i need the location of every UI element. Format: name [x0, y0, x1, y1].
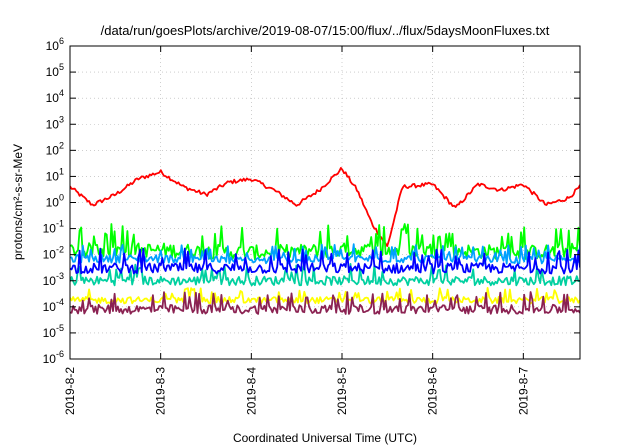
- x-tick-label: 2019-8-2: [63, 367, 77, 415]
- x-tick-label: 2019-8-3: [154, 367, 168, 415]
- x-axis: 2019-8-2 2019-8-3 2019-8-4 2019-8-5 2019-8-6…: [63, 46, 530, 415]
- series-line: [70, 286, 580, 305]
- y-tick-label: 10-3: [43, 271, 64, 288]
- series-line: [70, 262, 580, 287]
- y-tick-label: 10-6: [43, 349, 64, 366]
- y-tick-label: 100: [46, 193, 64, 210]
- series-line: [70, 166, 580, 248]
- x-tick-label: 2019-8-7: [516, 367, 530, 415]
- y-tick-label: 104: [46, 88, 64, 105]
- series-line: [70, 223, 580, 261]
- series-line: [70, 243, 580, 265]
- y-tick-label: 10-5: [43, 323, 64, 340]
- chart-title: /data/run/goesPlots/archive/2019-08-07/1…: [101, 23, 550, 38]
- x-axis-label: Coordinated Universal Time (UTC): [233, 431, 417, 445]
- y-tick-label: 102: [46, 140, 64, 157]
- y-tick-label: 10-4: [43, 297, 64, 314]
- y-axis: 10-6 10-5 10-4 10-3 10-2 10-1 100 101 102 103 104 1…: [43, 36, 580, 366]
- y-tick-label: 10-2: [43, 245, 64, 262]
- y-tick-label: 106: [46, 36, 64, 53]
- x-tick-label: 2019-8-4: [244, 367, 258, 415]
- y-tick-label: 101: [46, 166, 64, 183]
- y-tick-label: 105: [46, 62, 64, 79]
- y-axis-label: protons/cm²-s-sr-MeV: [11, 144, 25, 260]
- plot-frame: [69, 45, 581, 360]
- x-tick-label: 2019-8-5: [335, 367, 349, 415]
- x-tick-label: 2019-8-6: [426, 367, 440, 415]
- series-line: [70, 247, 580, 275]
- series-layer: [70, 166, 580, 315]
- y-tick-label: 10-1: [43, 219, 64, 236]
- grid: [70, 46, 580, 359]
- y-tick-label: 103: [46, 114, 64, 131]
- series-line: [70, 291, 580, 315]
